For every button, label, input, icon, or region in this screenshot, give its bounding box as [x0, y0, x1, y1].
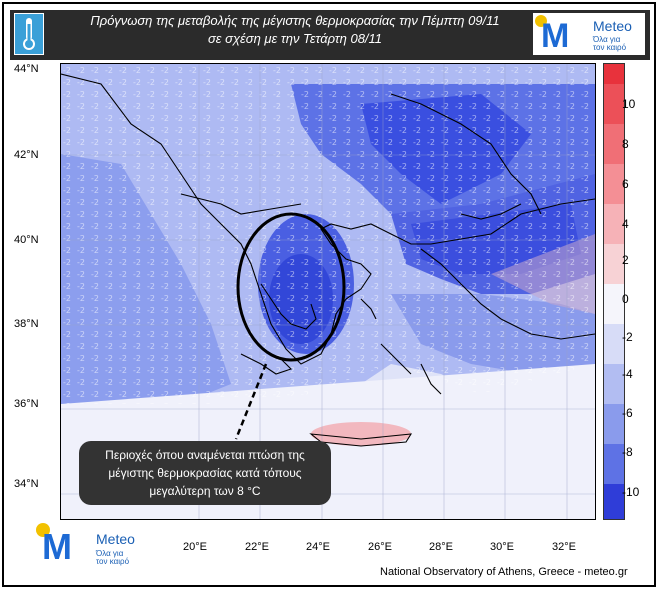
meteo-logo-bottom: M Meteo Όλα για τον καιρό: [36, 523, 146, 567]
colorbar-label-6: 6: [622, 177, 629, 191]
lon-label-22: 22°E: [245, 541, 269, 553]
lon-label-28: 28°E: [429, 541, 453, 553]
lat-label-40: 40°N: [14, 234, 39, 246]
logo-name: Meteo: [96, 531, 135, 547]
colorbar-label-neg6: -6: [622, 406, 633, 420]
colorbar-label-neg8: -8: [622, 445, 633, 459]
meteo-logo-top: M Meteo Όλα για τον καιρό: [533, 13, 645, 55]
colorbar-label-neg10: -10: [622, 485, 640, 499]
lat-label-44: 44°N: [14, 63, 39, 75]
colorbar-label-neg4: -4: [622, 367, 633, 381]
sun-icon: [535, 15, 547, 27]
sun-icon: [36, 523, 50, 537]
colorbar-label-8: 8: [622, 137, 629, 151]
lon-label-20: 20°E: [183, 541, 207, 553]
callout-line-1: Περιοχές όπου αναμένεται πτώση της: [105, 448, 305, 462]
lon-label-26: 26°E: [368, 541, 392, 553]
thermometer-icon: [14, 13, 44, 55]
callout-line-3: μεγαλύτερη των 8 °C: [149, 484, 261, 498]
lon-label-32: 32°E: [552, 541, 576, 553]
logo-tagline-1: Όλα για: [593, 35, 621, 44]
colorbar: [603, 63, 625, 520]
logo-tagline-2: τον καιρό: [593, 43, 627, 52]
colorbar-label-2: 2: [622, 253, 629, 267]
lat-label-42: 42°N: [14, 149, 39, 161]
lat-label-34: 34°N: [14, 478, 39, 490]
meteo-m-icon: M: [42, 526, 72, 567]
colorbar-label-10: 10: [622, 97, 636, 111]
lon-label-24: 24°E: [306, 541, 330, 553]
lat-label-36: 36°N: [14, 398, 39, 410]
lon-label-30: 30°E: [490, 541, 514, 553]
meteo-m-icon: M: [541, 17, 570, 55]
logo-tagline-1: Όλα για: [96, 549, 124, 558]
colorbar-label-neg2: -2: [622, 330, 633, 344]
title-line-1: Πρόγνωση της μεταβολής της μέγιστης θερμ…: [90, 13, 500, 28]
highlight-circle: [236, 212, 346, 362]
colorbar-label-4: 4: [622, 217, 629, 231]
callout-pointer: [234, 363, 268, 440]
logo-tagline-2: τον καιρό: [96, 557, 130, 566]
callout-box: Περιοχές όπου αναμένεται πτώση της μέγισ…: [79, 441, 331, 505]
lat-label-38: 38°N: [14, 318, 39, 330]
logo-name: Meteo: [593, 18, 632, 34]
page-title: Πρόγνωση της μεταβολής της μέγιστης θερμ…: [60, 12, 530, 48]
colorbar-label-0: 0: [622, 292, 629, 306]
credit-text: National Observatory of Athens, Greece -…: [380, 566, 628, 578]
callout-line-2: μέγιστης θερμοκρασίας κατά τόπους: [108, 466, 302, 480]
title-line-2: σε σχέση με την Τετάρτη 08/11: [207, 31, 383, 46]
